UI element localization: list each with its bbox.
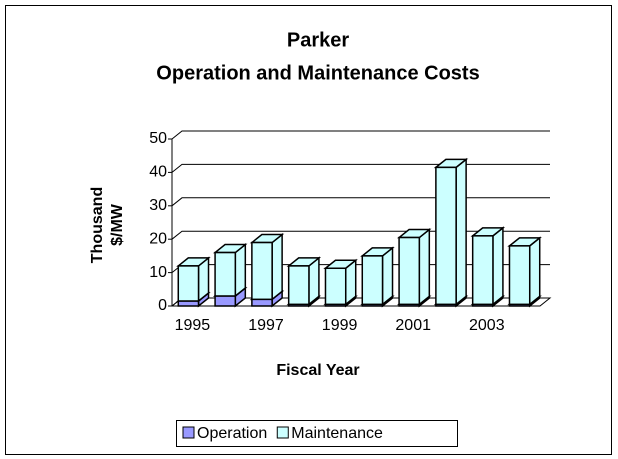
bar-segment bbox=[507, 236, 542, 306]
bar-side bbox=[418, 227, 431, 306]
bar-segment bbox=[212, 242, 248, 298]
bar-side bbox=[528, 236, 541, 306]
y-tick-label: 40 bbox=[149, 164, 167, 181]
bar-front bbox=[214, 251, 237, 297]
bar-side bbox=[381, 246, 394, 306]
x-tick-label: 2003 bbox=[469, 317, 505, 334]
y-tick-label: 0 bbox=[158, 297, 167, 314]
x-axis-label: Fiscal Year bbox=[276, 362, 359, 379]
bar-segment bbox=[286, 256, 322, 306]
y-axis-label-line: Thousand bbox=[89, 187, 106, 263]
legend-swatch bbox=[276, 426, 289, 439]
bar-front bbox=[361, 255, 384, 306]
chart-title: Parker bbox=[287, 29, 349, 51]
x-tick-label: 1997 bbox=[248, 317, 284, 334]
bar-segment bbox=[360, 246, 395, 306]
y-axis-label-line: $/MW bbox=[109, 203, 126, 246]
bar-segment bbox=[176, 256, 211, 303]
legend-label: Operation bbox=[197, 425, 267, 442]
chart-title: Operation and Maintenance Costs bbox=[156, 62, 479, 84]
bar-side bbox=[492, 226, 504, 306]
x-tick-label: 1999 bbox=[322, 317, 358, 334]
bar-front bbox=[435, 166, 457, 306]
y-axis-label: Thousand $/MW bbox=[89, 187, 126, 263]
legend-swatch bbox=[182, 426, 195, 439]
legend-label: Maintenance bbox=[291, 425, 383, 442]
bar-front bbox=[177, 265, 200, 302]
bar-front bbox=[398, 236, 421, 306]
bar-front bbox=[177, 300, 200, 307]
bar-front bbox=[471, 235, 494, 306]
bar-front bbox=[251, 241, 273, 301]
bar-front bbox=[508, 245, 531, 306]
bar-segment bbox=[470, 226, 506, 306]
x-tick-label: 1995 bbox=[175, 317, 211, 334]
bar-segment bbox=[323, 258, 358, 306]
bar-segment bbox=[249, 232, 285, 301]
y-tick-label: 50 bbox=[149, 130, 167, 147]
bar-segment bbox=[433, 157, 469, 306]
bar-side bbox=[455, 157, 467, 306]
bar-front bbox=[214, 295, 237, 307]
y-tick-label: 10 bbox=[149, 264, 167, 281]
bar-segment bbox=[396, 227, 432, 306]
bar-front bbox=[287, 265, 310, 306]
bar-front bbox=[324, 267, 347, 306]
bar-front bbox=[251, 298, 273, 307]
y-tick-label: 20 bbox=[149, 230, 167, 247]
grid-line bbox=[171, 163, 550, 173]
grid-line bbox=[171, 197, 550, 207]
grid-line bbox=[171, 130, 550, 140]
y-tick-label: 30 bbox=[149, 197, 167, 214]
legend-box bbox=[176, 420, 458, 447]
bar-side bbox=[271, 232, 283, 301]
x-tick-label: 2001 bbox=[395, 317, 431, 334]
